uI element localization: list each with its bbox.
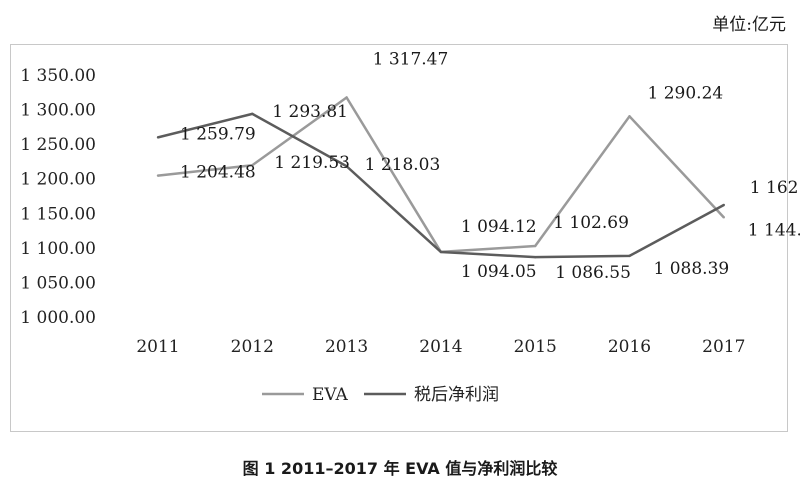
data-point-net-profit — [628, 254, 631, 258]
data-point-net-profit — [534, 255, 537, 259]
data-label-net-profit: 1 088.39 — [654, 259, 730, 279]
legend-label-net-profit: 税后净利润 — [414, 385, 499, 405]
data-label-net-profit: 1 293.81 — [272, 102, 348, 122]
x-tick-label: 2015 — [514, 337, 557, 357]
data-point-eva — [534, 244, 537, 248]
data-label-net-profit: 1 094.05 — [461, 262, 537, 282]
x-tick-label: 2017 — [702, 337, 745, 357]
data-point-eva — [722, 216, 725, 219]
data-point-net-profit — [156, 136, 160, 139]
y-tick-label: 1 100.00 — [20, 239, 96, 259]
data-point-net-profit — [722, 203, 725, 207]
data-label-eva: 1 094.12 — [461, 217, 537, 237]
y-tick-label: 1 200.00 — [20, 170, 96, 190]
data-label-eva: 1 144.14 — [748, 220, 800, 240]
figure-caption: 图 1 2011–2017 年 EVA 值与净利润比较 — [242, 459, 558, 478]
y-tick-label: 1 150.00 — [20, 204, 96, 224]
data-label-net-profit: 1 259.79 — [180, 124, 256, 144]
y-tick-label: 1 050.00 — [20, 273, 96, 293]
y-tick-label: 1 000.00 — [20, 308, 96, 328]
data-point-net-profit — [345, 165, 348, 168]
data-point-net-profit — [439, 250, 443, 254]
data-point-eva — [628, 115, 631, 118]
data-point-eva — [251, 164, 254, 167]
data-point-eva — [156, 174, 160, 177]
data-label-eva: 1 290.24 — [648, 83, 724, 103]
data-label-eva: 1 102.69 — [553, 213, 629, 233]
data-point-net-profit — [251, 112, 254, 116]
y-tick-label: 1 300.00 — [20, 101, 96, 121]
data-label-eva: 1 219.53 — [274, 153, 350, 173]
x-tick-label: 2013 — [325, 337, 368, 357]
legend-label-eva: EVA — [312, 385, 349, 405]
x-tick-label: 2012 — [231, 337, 274, 357]
unit-label: 单位:亿元 — [712, 15, 786, 35]
data-label-net-profit: 1 218.03 — [365, 155, 441, 175]
data-label-eva: 1 204.48 — [180, 163, 256, 183]
data-label-net-profit: 1 086.55 — [555, 263, 631, 283]
chart-frame — [10, 44, 788, 432]
x-tick-label: 2016 — [608, 337, 651, 357]
y-tick-label: 1 250.00 — [20, 135, 96, 155]
y-tick-label: 1 350.00 — [20, 66, 96, 86]
data-label-net-profit: 1 162.00 — [750, 178, 800, 198]
data-point-eva — [345, 96, 348, 99]
x-tick-label: 2014 — [419, 337, 462, 357]
x-tick-label: 2011 — [136, 337, 179, 357]
data-label-eva: 1 317.47 — [373, 49, 449, 69]
